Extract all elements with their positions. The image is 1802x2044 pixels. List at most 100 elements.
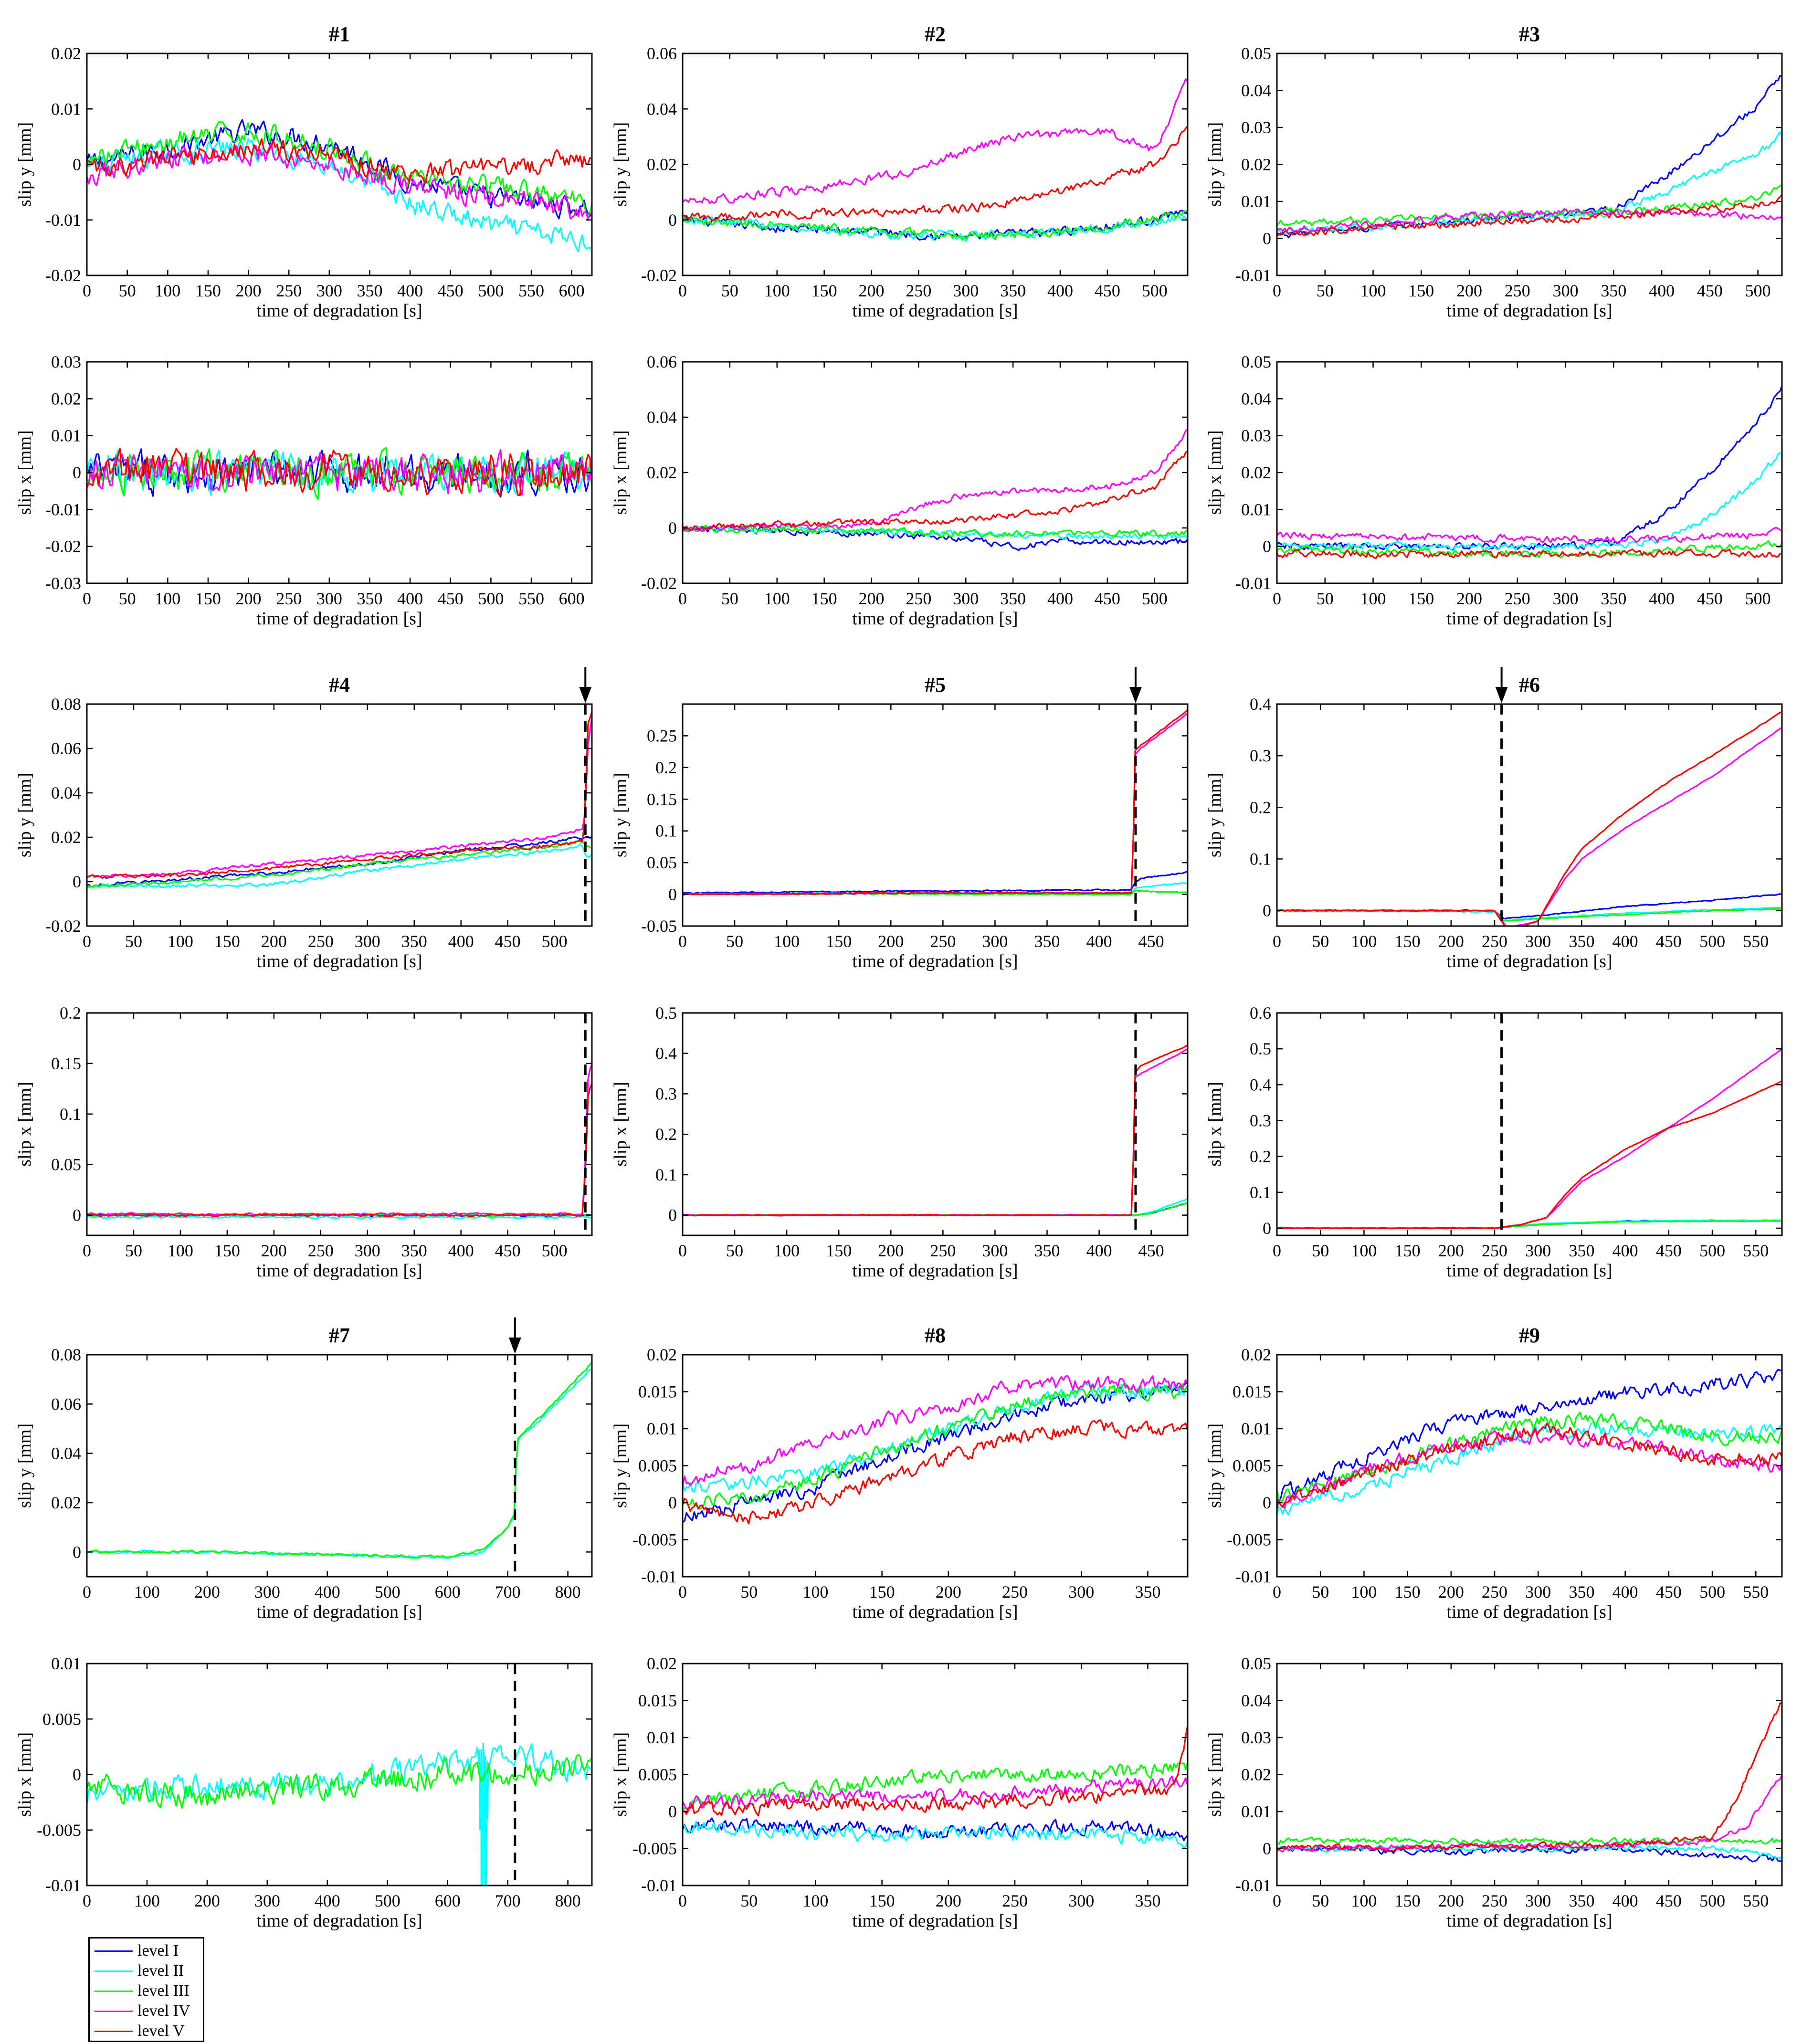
x-tick-label: 350 — [1601, 281, 1626, 300]
x-tick-label: 200 — [236, 281, 262, 300]
x-tick-label: 400 — [397, 589, 423, 608]
x-tick-label: 0 — [1273, 281, 1281, 300]
y-tick-label: 0.06 — [647, 352, 677, 371]
series-line-level-iv — [1277, 527, 1782, 545]
y-tick-label: 0 — [668, 1802, 677, 1821]
y-tick-label: -0.01 — [641, 1567, 677, 1586]
y-tick-label: 0.04 — [647, 99, 677, 118]
x-tick-label: 450 — [495, 1241, 521, 1260]
x-tick-label: 400 — [1612, 1582, 1638, 1601]
axes-frame — [86, 1012, 593, 1236]
x-tick-label: 250 — [930, 932, 956, 951]
x-tick-label: 400 — [1086, 1241, 1112, 1260]
x-tick-label: 300 — [355, 932, 380, 951]
series-line-level-v — [87, 138, 592, 185]
x-tick-label: 100 — [1360, 589, 1386, 608]
y-tick-label: 0.02 — [1241, 155, 1271, 174]
x-tick-label: 50 — [119, 589, 136, 608]
x-tick-label: 0 — [678, 1891, 687, 1910]
x-tick-label: 250 — [1482, 932, 1507, 951]
y-tick-label: 0 — [1263, 229, 1271, 248]
x-tick-label: 0 — [1273, 1891, 1281, 1910]
x-tick-label: 300 — [1553, 589, 1579, 608]
x-tick-label: 400 — [315, 1891, 340, 1910]
x-tick-label: 50 — [1312, 1241, 1329, 1260]
x-tick-label: 0 — [1273, 932, 1281, 951]
y-axis-label: slip y [mm] — [15, 1423, 35, 1508]
x-tick-label: 50 — [125, 1241, 142, 1260]
x-tick-label: 200 — [236, 589, 262, 608]
series-line-level-iii — [87, 121, 592, 216]
x-tick-label: 150 — [811, 281, 837, 300]
series-line-level-v — [87, 711, 592, 879]
x-tick-label: 100 — [155, 589, 180, 608]
x-tick-label: 600 — [435, 1891, 461, 1910]
x-tick-label: 300 — [1525, 1582, 1551, 1601]
x-tick-label: 450 — [438, 589, 464, 608]
x-tick-label: 50 — [721, 281, 738, 300]
x-tick-label: 0 — [83, 281, 91, 300]
legend-swatch-level-v — [95, 2031, 133, 2032]
x-tick-label: 600 — [435, 1582, 461, 1601]
x-tick-label: 500 — [1699, 1241, 1725, 1260]
y-tick-label: 0.015 — [638, 1382, 677, 1401]
y-tick-label: 0.08 — [51, 695, 81, 714]
y-tick-label: 0.05 — [1241, 44, 1271, 63]
series-line-level-v — [683, 1419, 1188, 1525]
x-tick-label: 400 — [1649, 589, 1675, 608]
x-tick-label: 550 — [1743, 1241, 1769, 1260]
y-tick-label: 0.01 — [1241, 500, 1271, 519]
y-tick-label: 0.1 — [1250, 1183, 1271, 1202]
x-axis-label: time of degradation [s] — [256, 1261, 422, 1281]
x-tick-label: 0 — [678, 932, 687, 951]
series-line-level-v — [683, 1725, 1188, 1816]
y-tick-label: 0.3 — [1250, 1111, 1271, 1130]
x-tick-label: 200 — [1456, 281, 1482, 300]
series-line-level-ii — [683, 1198, 1188, 1217]
x-tick-label: 100 — [168, 932, 193, 951]
x-tick-label: 0 — [678, 1582, 687, 1601]
x-tick-label: 400 — [1612, 932, 1638, 951]
y-tick-label: 0.4 — [1250, 695, 1271, 714]
series-line-level-v — [683, 125, 1188, 221]
x-tick-label: 500 — [478, 281, 504, 300]
y-tick-label: 0.5 — [655, 1003, 677, 1022]
x-tick-label: 500 — [1142, 281, 1168, 300]
y-tick-label: 0 — [668, 1493, 677, 1512]
x-tick-label: 200 — [859, 281, 885, 300]
x-tick-label: 500 — [478, 589, 504, 608]
y-tick-label: -0.005 — [1227, 1530, 1271, 1549]
panel-title: #5 — [925, 673, 946, 696]
y-tick-label: -0.005 — [632, 1530, 677, 1549]
y-tick-label: 0.05 — [1241, 352, 1271, 371]
legend-item-level-v: level V — [95, 2022, 204, 2041]
axes-frame — [86, 53, 593, 276]
x-tick-label: 0 — [1273, 1582, 1281, 1601]
x-tick-label: 50 — [740, 1891, 758, 1910]
x-tick-label: 250 — [1002, 1582, 1028, 1601]
x-axis-label: time of degradation [s] — [852, 609, 1018, 629]
x-tick-label: 300 — [982, 1241, 1008, 1260]
legend-item-level-ii: level II — [95, 1961, 204, 1981]
axes-frame — [682, 53, 1189, 276]
y-tick-label: 0.2 — [60, 1003, 81, 1022]
y-tick-label: 0.1 — [655, 1165, 677, 1184]
y-tick-label: 0 — [668, 885, 677, 904]
y-tick-label: 0.25 — [647, 726, 677, 745]
x-tick-label: 50 — [740, 1582, 758, 1601]
series-line-level-iv — [1277, 1775, 1782, 1853]
x-axis-label: time of degradation [s] — [852, 1602, 1018, 1622]
x-tick-label: 200 — [261, 1241, 287, 1260]
y-axis-label: slip y [mm] — [611, 122, 631, 207]
series-line-level-iii — [1277, 1412, 1782, 1502]
y-tick-label: 0.15 — [647, 790, 677, 809]
x-tick-label: 250 — [1482, 1891, 1507, 1910]
y-tick-label: 0.01 — [1241, 1419, 1271, 1438]
y-tick-label: 0 — [1263, 1839, 1271, 1858]
x-tick-label: 100 — [802, 1582, 828, 1601]
x-axis-label: time of degradation [s] — [256, 951, 422, 971]
x-tick-label: 300 — [1068, 1582, 1094, 1601]
series-line-level-v — [87, 448, 592, 497]
x-tick-label: 50 — [125, 932, 142, 951]
series-line-level-iii — [683, 1202, 1188, 1217]
